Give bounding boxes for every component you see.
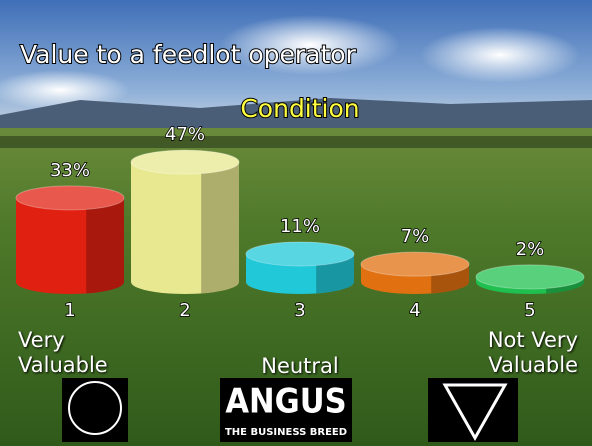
bar-top-highlight [16,185,124,210]
treeline [0,136,592,148]
cloud [0,70,130,110]
bar-top [360,251,470,277]
cloud [220,15,400,75]
bar [131,162,239,294]
bar-top-highlight [476,264,584,289]
x-tick-label: 3 [294,300,305,321]
annotation: Not Very Valuable [487,328,578,377]
logo-text: THE BUSINESS BREED [225,427,347,438]
bar-top [130,149,240,175]
value-label: 2% [516,239,545,260]
chart-subtitle: Condition [240,94,359,123]
x-tick-label: 4 [409,300,420,321]
value-label: 33% [50,160,90,181]
logo-angus [220,378,352,442]
bar-top-highlight [131,150,239,175]
bar-top [15,185,125,211]
cloud [420,27,580,83]
logo-left [62,378,128,442]
value-label: 47% [165,124,205,145]
logo-seal [68,381,122,435]
bar-top-highlight [246,241,354,266]
bar-shade [201,162,239,294]
bar-top-highlight [361,252,469,277]
x-tick-label: 1 [64,300,75,321]
value-label: 11% [280,216,320,237]
bar-top [475,264,585,290]
x-tick-label: 5 [524,300,535,321]
annotation: Very Valuable [18,328,108,377]
bar-top [245,241,355,267]
bar-shade [86,197,124,294]
logo-text: ANGUS [225,382,346,422]
annotation: Neutral [261,354,339,378]
mountains [0,98,592,135]
logo-triangle [442,383,508,442]
x-tick-label: 2 [179,300,190,321]
value-label: 7% [401,226,430,247]
bar [16,197,124,294]
chart-title: Value to a feedlot operator [20,40,357,69]
